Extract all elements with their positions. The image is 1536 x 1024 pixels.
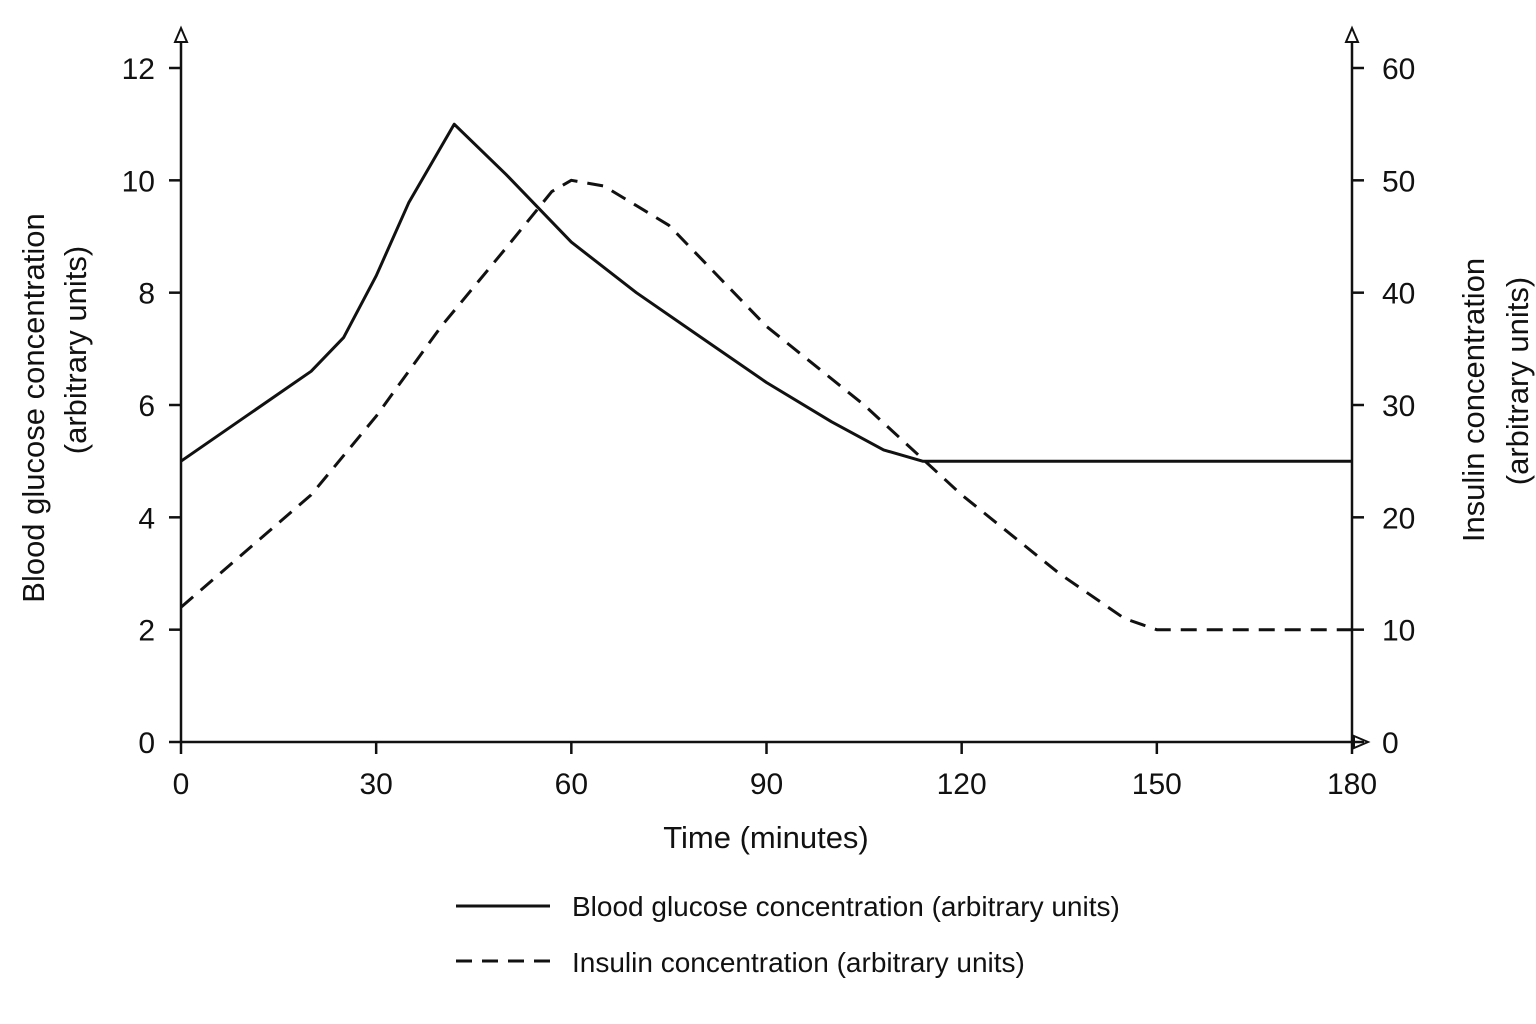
y-left-tick-label: 2 <box>138 615 155 648</box>
x-tick-label: 30 <box>359 768 392 801</box>
x-axis-title: Time (minutes) <box>663 820 869 855</box>
series-line-insulin <box>180 178 1352 632</box>
series-layer <box>180 122 1352 632</box>
series-line-glucose <box>180 122 1352 463</box>
y-right-tick-label: 20 <box>1382 502 1415 535</box>
y-left-tick-label: 8 <box>138 278 155 311</box>
y-right-tick-label: 30 <box>1382 390 1415 423</box>
x-tick-label: 60 <box>555 768 588 801</box>
x-tick-label: 0 <box>173 768 190 801</box>
legend-label-insulin: Insulin concentration (arbitrary units) <box>572 947 1025 978</box>
y-left-tick-label: 0 <box>138 727 155 760</box>
x-tick-label: 150 <box>1132 768 1182 801</box>
x-tick-label: 90 <box>750 768 783 801</box>
y-left-tick-label: 12 <box>122 53 155 86</box>
y-axis-right-arrow <box>1344 25 1360 43</box>
y-axis-left-title-line2: (arbitrary units) <box>58 246 93 454</box>
legend: Blood glucose concentration (arbitrary u… <box>456 891 1120 978</box>
y-left-tick-label: 10 <box>122 165 155 198</box>
y-right-tick-label: 0 <box>1382 727 1399 760</box>
y-left-tick-label: 6 <box>138 390 155 423</box>
y-axis-right-title-line1: Insulin concentration <box>1456 258 1491 542</box>
x-tick-label: 120 <box>937 768 987 801</box>
y-right-tick-label: 40 <box>1382 278 1415 311</box>
legend-label-glucose: Blood glucose concentration (arbitrary u… <box>572 891 1120 922</box>
y-axis-left-title-line1-text: Blood glucose concentration <box>16 213 51 602</box>
x-tick-label: 180 <box>1327 768 1377 801</box>
y-axis-left-arrow <box>173 25 189 43</box>
y-axis-right-title-line2: (arbitrary units) <box>1500 277 1535 485</box>
y-left-tick-label: 4 <box>138 502 155 535</box>
y-right-tick-label: 10 <box>1382 615 1415 648</box>
y-right-tick-label: 50 <box>1382 165 1415 198</box>
y-right-tick-label: 60 <box>1382 53 1415 86</box>
